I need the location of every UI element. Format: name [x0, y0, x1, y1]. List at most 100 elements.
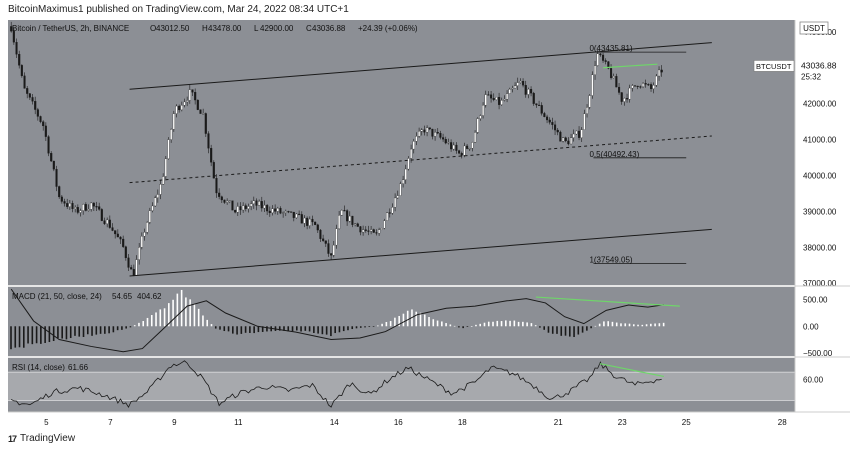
candle-body	[524, 85, 527, 95]
candle-body	[63, 201, 66, 204]
macd-histogram-bar	[505, 320, 507, 327]
candle-body	[351, 215, 354, 225]
macd-axis-tick: −500.00	[803, 349, 833, 358]
macd-histogram-bar	[304, 326, 307, 331]
candle-body	[588, 95, 591, 108]
candle-body	[418, 130, 421, 137]
macd-histogram-bar	[219, 326, 221, 330]
ohlc-label-1: H	[202, 24, 208, 33]
macd-axis-tick: 500.00	[803, 296, 828, 305]
macd-histogram-bar	[197, 308, 200, 327]
macd-histogram-bar	[428, 317, 430, 327]
candle-body	[226, 200, 229, 203]
candle-body	[580, 129, 583, 138]
candle-body	[266, 205, 269, 212]
candle-body	[284, 211, 287, 213]
candle-body	[452, 144, 455, 150]
ohlc-change: +24.39 (+0.06%)	[358, 24, 418, 33]
candle-body	[375, 232, 378, 234]
candle-body	[194, 92, 197, 101]
candle-body	[68, 203, 71, 207]
candle-body	[623, 98, 626, 102]
candle-body	[71, 203, 74, 209]
candle-body	[119, 236, 122, 240]
rsi-pane[interactable]: RSI (14, close) 61.66 60.00	[8, 358, 824, 412]
candle-body	[620, 92, 623, 102]
time-axis-tick: 16	[394, 418, 403, 427]
macd-histogram-bar	[573, 326, 575, 338]
macd-histogram-bar	[35, 326, 38, 344]
candle-body	[92, 202, 95, 207]
macd-histogram-bar	[611, 321, 614, 327]
candle-body	[36, 109, 39, 117]
candle-body	[100, 209, 103, 221]
macd-histogram-bar	[295, 326, 298, 331]
candle-body	[212, 162, 215, 179]
candle-body	[388, 212, 391, 214]
macd-histogram-bar	[470, 326, 473, 327]
candle-body	[164, 158, 167, 177]
candle-body	[263, 205, 266, 209]
candle-body	[306, 217, 309, 226]
candle-body	[34, 101, 37, 110]
candle-body	[594, 65, 597, 75]
candle-body	[250, 203, 253, 207]
price-axis[interactable]: 44000.0043000.0042000.0041000.0040000.00…	[797, 21, 849, 288]
candle-body	[394, 197, 397, 208]
currency-badge[interactable]	[799, 21, 829, 35]
candle-body	[572, 133, 575, 138]
candle-body	[210, 148, 213, 163]
macd-histogram-bar	[317, 326, 319, 334]
time-axis-tick: 18	[458, 418, 467, 427]
footer-brand: TradingView	[20, 433, 76, 444]
candle-body	[591, 74, 594, 96]
macd-histogram-bar	[650, 323, 652, 327]
candle-body	[103, 220, 106, 224]
macd-histogram-bar	[432, 319, 435, 327]
macd-histogram-bar	[150, 315, 153, 327]
macd-histogram-bar	[645, 324, 648, 327]
candle-body	[625, 98, 629, 100]
rsi-band	[8, 372, 795, 401]
candle-body	[442, 137, 445, 140]
macd-histogram-bar	[22, 326, 25, 348]
candle-body	[106, 219, 109, 224]
candle-body	[641, 83, 645, 88]
macd-histogram-bar	[368, 326, 371, 328]
candle-body	[199, 109, 202, 114]
chart-canvas[interactable]: 0(43435.81) 0.5(40492.43) 1(37549.05) Bitco…	[0, 20, 850, 430]
macd-histogram-bar	[168, 303, 170, 327]
macd-histogram-bar	[628, 323, 631, 327]
candle-body	[55, 169, 58, 187]
candle-body	[511, 88, 514, 90]
ohlc-label-3: C	[306, 24, 312, 33]
candle-body	[260, 201, 263, 209]
candle-body	[39, 116, 42, 122]
macd-histogram-bar	[69, 326, 72, 339]
macd-histogram-bar	[530, 323, 533, 327]
candle-body	[423, 129, 426, 133]
macd-histogram-bar	[475, 324, 477, 327]
rsi-divergence-line	[599, 363, 664, 378]
macd-histogram-bar	[202, 315, 204, 327]
time-axis-tick: 14	[330, 418, 339, 427]
candle-body	[468, 148, 471, 150]
candle-body	[236, 206, 239, 213]
candle-body	[495, 96, 498, 100]
time-axis[interactable]: 5 7 9 11 14 16 18 21 23 25 28	[8, 20, 850, 427]
candle-body	[156, 194, 159, 198]
price-pane[interactable]: 0(43435.81) 0.5(40492.43) 1(37549.05) Bitco…	[8, 20, 849, 288]
last-price-tag-box	[797, 59, 849, 84]
candle-body	[652, 85, 655, 90]
candle-body	[343, 210, 346, 212]
macd-histogram-bar	[142, 321, 145, 327]
ohlc-value-0: 43012.50	[156, 24, 190, 33]
candle-body	[180, 105, 183, 111]
macd-pane[interactable]: MACD (21, 50, close, 24) 54.65 404.62 500.0…	[8, 287, 833, 358]
macd-histogram-bar	[99, 326, 102, 334]
candle-body	[154, 197, 157, 207]
macd-histogram-bar	[381, 323, 383, 327]
candle-body	[239, 206, 242, 211]
candle-body	[476, 118, 479, 133]
candle-body	[479, 115, 482, 119]
